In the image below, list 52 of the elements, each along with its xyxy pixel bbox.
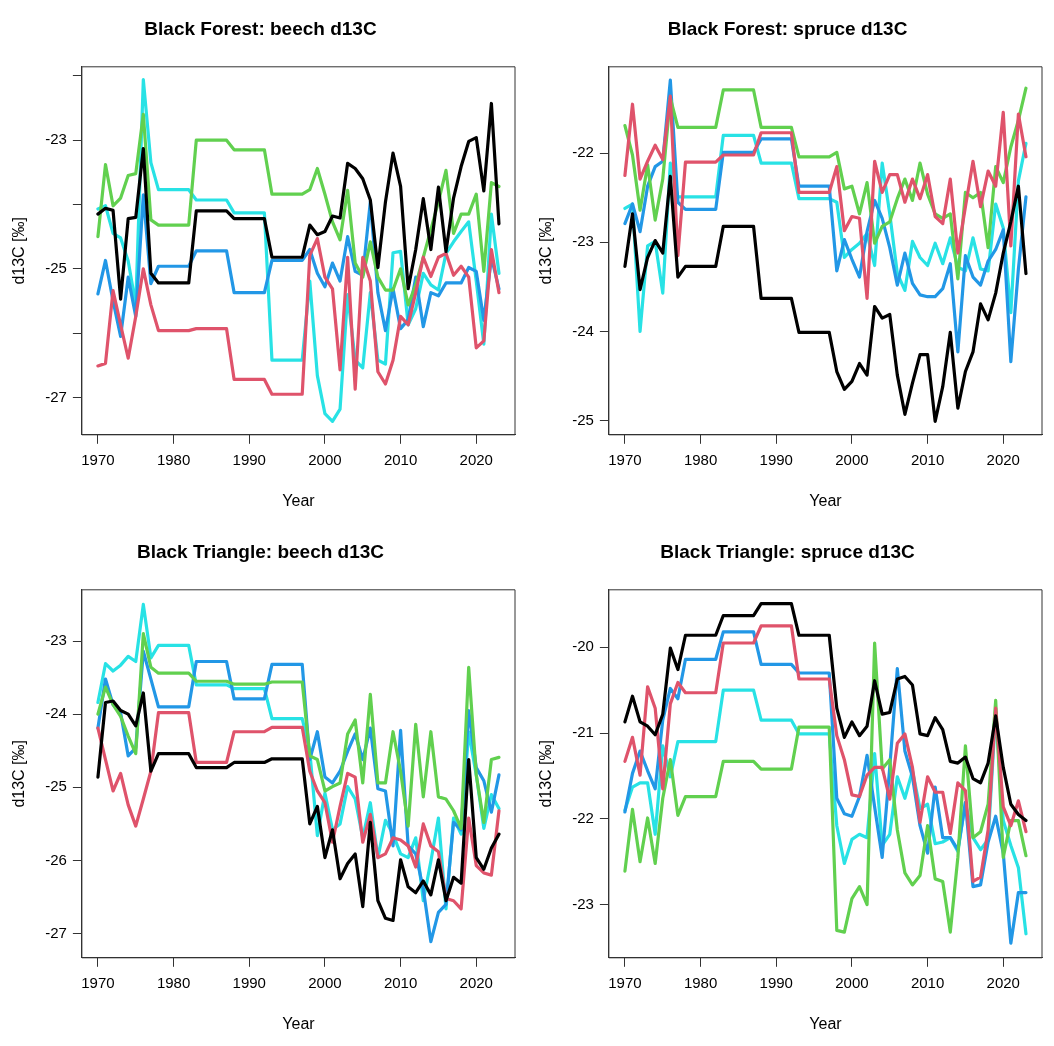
chart-title: Black Triangle: beech d13C: [136, 540, 385, 562]
x-tick-label: 2020: [986, 450, 1020, 468]
y-tick-label: -23: [45, 631, 67, 649]
y-tick-label: -22: [572, 143, 594, 161]
y-tick-label: -23: [572, 232, 594, 250]
y-tick-label: -27: [45, 387, 67, 405]
y-tick-label: -23: [45, 130, 67, 148]
x-tick-label: 1980: [156, 973, 191, 991]
x-tick-label: 2000: [308, 450, 342, 468]
x-tick-label: 2000: [835, 450, 869, 468]
y-axis-title: d13C [‰]: [10, 217, 28, 285]
x-tick-label: 1990: [232, 973, 266, 991]
y-tick-label: -24: [45, 704, 67, 722]
x-tick-label: 1970: [608, 450, 642, 468]
x-tick-label: 1970: [81, 450, 115, 468]
x-axis-title: Year: [282, 491, 316, 509]
x-tick-label: 1990: [759, 450, 793, 468]
chart-title: Black Triangle: spruce d13C: [660, 540, 916, 562]
y-axis-title: d13C [‰]: [10, 740, 28, 808]
x-tick-label: 2020: [459, 450, 493, 468]
x-tick-label: 2010: [383, 450, 418, 468]
y-tick-label: -25: [45, 777, 67, 795]
y-tick-label: -24: [572, 321, 594, 339]
y-tick-label: -27: [45, 923, 67, 941]
x-tick-label: 1990: [232, 450, 266, 468]
chart-title: Black Forest: spruce d13C: [667, 17, 908, 39]
x-tick-label: 2010: [910, 973, 945, 991]
x-tick-label: 2010: [910, 450, 945, 468]
x-tick-label: 2020: [986, 973, 1020, 991]
x-tick-label: 1970: [81, 973, 115, 991]
x-tick-label: 2010: [383, 973, 418, 991]
x-axis-title: Year: [282, 1014, 316, 1032]
x-tick-label: 1980: [683, 450, 718, 468]
y-tick-label: -20: [572, 637, 594, 655]
y-tick-label: -21: [572, 723, 594, 741]
x-tick-label: 2000: [308, 973, 342, 991]
y-tick-label: -26: [45, 850, 67, 868]
y-tick-label: -23: [572, 894, 594, 912]
x-tick-label: 2020: [459, 973, 493, 991]
x-tick-label: 2000: [835, 973, 869, 991]
y-tick-label: -22: [572, 808, 594, 826]
chart-title: Black Forest: beech d13C: [144, 17, 377, 39]
x-tick-label: 1980: [156, 450, 191, 468]
x-tick-label: 1970: [608, 973, 642, 991]
x-axis-title: Year: [809, 1014, 843, 1032]
x-tick-label: 1980: [683, 973, 718, 991]
y-tick-label: -25: [45, 258, 67, 276]
y-axis-title: d13C [‰]: [537, 217, 555, 285]
y-tick-label: -25: [572, 410, 594, 428]
x-tick-label: 1990: [759, 973, 793, 991]
x-axis-title: Year: [809, 491, 843, 509]
y-axis-title: d13C [‰]: [537, 740, 555, 808]
